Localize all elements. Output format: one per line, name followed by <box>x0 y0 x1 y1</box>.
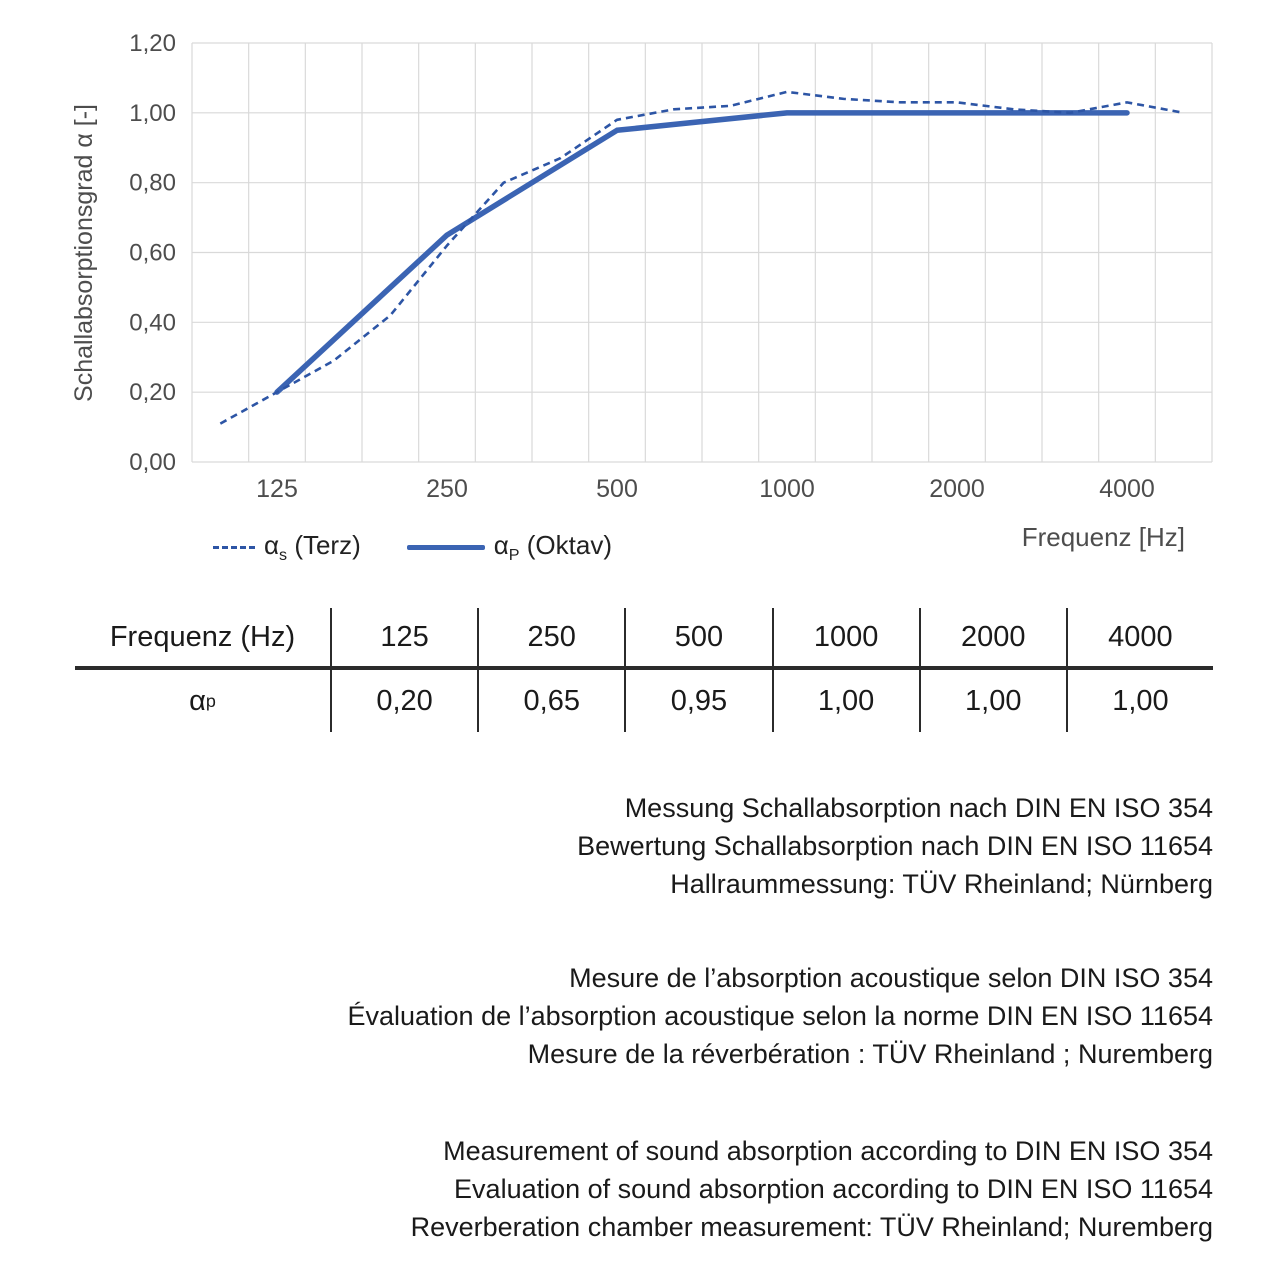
table-value-2000: 1,00 <box>918 670 1066 732</box>
alpha-symbol: α <box>264 530 280 560</box>
table-value-1000: 1,00 <box>771 670 919 732</box>
svg-text:0,20: 0,20 <box>129 379 176 406</box>
table-header-500: 500 <box>624 608 772 670</box>
note-line-de-1: Messung Schallabsorption nach DIN EN ISO… <box>624 793 1213 823</box>
chart-legend: αs (Terz) αP (Oktav) <box>213 530 612 565</box>
table-value-4000: 1,00 <box>1065 670 1213 732</box>
solid-line-sample-icon <box>406 545 485 551</box>
dashed-line-sample-icon <box>213 546 255 550</box>
table-header-4000: 4000 <box>1065 608 1213 670</box>
alpha-subscript: P <box>508 546 520 565</box>
table-value-125: 0,20 <box>330 670 477 732</box>
svg-text:Schallabsorptionsgrad α [-]: Schallabsorptionsgrad α [-] <box>70 104 98 402</box>
svg-text:Frequenz [Hz]: Frequenz [Hz] <box>1022 522 1185 552</box>
svg-text:0,60: 0,60 <box>129 240 176 267</box>
frequency-table: Frequenz (Hz) 125 250 500 1000 2000 4000… <box>75 608 1213 732</box>
svg-text:1,00: 1,00 <box>129 100 176 127</box>
legend-label-terz: αs (Terz) <box>264 530 361 565</box>
note-french: Mesure de l’absorption acoustique selon … <box>0 959 1213 1073</box>
svg-text:500: 500 <box>596 475 638 503</box>
note-german: Messung Schallabsorption nach DIN EN ISO… <box>0 789 1213 903</box>
note-line-de-3: Hallraummessung: TÜV Rheinland; Nürnberg <box>670 869 1213 899</box>
table-value-250: 0,65 <box>477 670 624 732</box>
table-header-2000: 2000 <box>918 608 1066 670</box>
svg-text:250: 250 <box>426 475 468 503</box>
note-line-de-2: Bewertung Schallabsorption nach DIN EN I… <box>577 831 1213 861</box>
svg-text:0,40: 0,40 <box>129 309 176 336</box>
table-header-1000: 1000 <box>771 608 919 670</box>
legend-label-terz-rest: (Terz) <box>287 530 361 560</box>
svg-text:4000: 4000 <box>1099 475 1155 503</box>
note-english: Measurement of sound absorption accordin… <box>0 1132 1213 1246</box>
absorption-chart: 0,00 0,20 0,40 0,60 0,80 1,00 1,20 125 250 500 100… <box>70 30 1213 552</box>
alpha-subscript: s <box>279 546 288 565</box>
legend-label-oktav: αP (Oktav) <box>494 530 612 565</box>
legend-item-alpha-p-oktav: αP (Oktav) <box>406 530 612 565</box>
alpha-symbol: α <box>493 530 509 560</box>
svg-text:1,20: 1,20 <box>129 30 176 57</box>
svg-text:125: 125 <box>256 475 298 503</box>
note-line-en-2: Evaluation of sound absorption according… <box>454 1174 1213 1204</box>
svg-text:1000: 1000 <box>759 475 815 503</box>
svg-text:0,00: 0,00 <box>129 449 176 476</box>
legend-label-oktav-rest: (Oktav) <box>519 530 612 560</box>
alpha-subscript: p <box>205 690 216 711</box>
note-line-fr-3: Mesure de la réverbération : TÜV Rheinla… <box>527 1039 1213 1069</box>
svg-text:0,80: 0,80 <box>129 170 176 197</box>
table-header-125: 125 <box>330 608 478 670</box>
table-value-500: 0,95 <box>624 670 771 732</box>
note-line-fr-1: Mesure de l’absorption acoustique selon … <box>569 963 1213 993</box>
alpha-symbol: α <box>189 684 206 717</box>
legend-item-alpha-s-terz: αs (Terz) <box>213 530 361 565</box>
table-header-frequency: Frequenz (Hz) <box>75 608 330 670</box>
note-line-en-1: Measurement of sound absorption accordin… <box>443 1136 1213 1166</box>
svg-text:2000: 2000 <box>929 475 985 503</box>
note-line-fr-2: Évaluation de l’absorption acoustique se… <box>347 1001 1213 1031</box>
table-header-250: 250 <box>477 608 625 670</box>
note-line-en-3: Reverberation chamber measurement: TÜV R… <box>410 1212 1213 1242</box>
